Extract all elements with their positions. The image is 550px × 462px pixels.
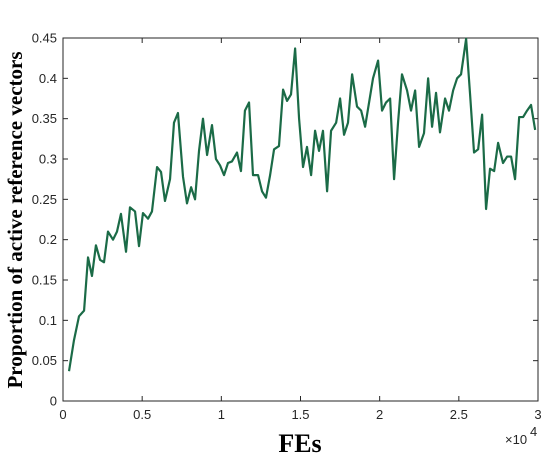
x-axis-label: FEs xyxy=(278,429,321,458)
y-tick-label: 0.05 xyxy=(32,353,57,368)
y-tick-label: 0.1 xyxy=(39,313,57,328)
y-axis-label: Proportion of active reference vectors xyxy=(3,51,27,388)
x-tick-label: 2 xyxy=(376,407,383,422)
y-tick-label: 0.15 xyxy=(32,273,57,288)
y-tick-label: 0.3 xyxy=(39,152,57,167)
y-tick-label: 0 xyxy=(50,394,57,409)
x-tick-label: 2.5 xyxy=(450,407,468,422)
x-multiplier: ×10 xyxy=(505,432,527,447)
x-tick-label: 3 xyxy=(534,407,541,422)
x-tick-label: 0.5 xyxy=(133,407,151,422)
x-tick-label: 1 xyxy=(218,407,225,422)
y-tick-label: 0.35 xyxy=(32,111,57,126)
y-tick-label: 0.2 xyxy=(39,232,57,247)
x-tick-label: 1.5 xyxy=(291,407,309,422)
y-tick-label: 0.45 xyxy=(32,31,57,46)
y-tick-label: 0.25 xyxy=(32,192,57,207)
data-line xyxy=(67,37,537,372)
x-multiplier-exponent: 4 xyxy=(530,424,537,439)
x-tick-label: 0 xyxy=(59,407,66,422)
y-tick-label: 0.4 xyxy=(39,71,57,86)
